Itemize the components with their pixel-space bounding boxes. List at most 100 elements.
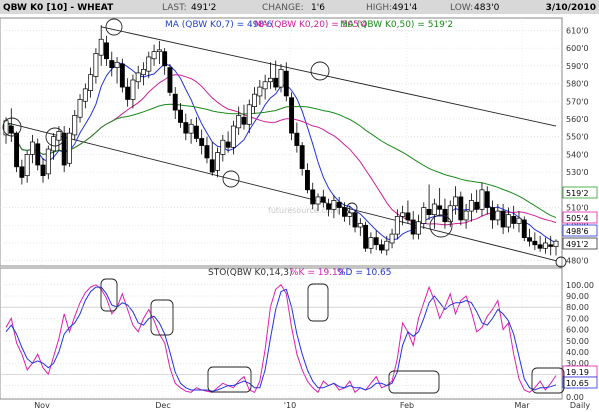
candle	[167, 64, 173, 96]
price-tick-label: 480'0	[566, 257, 589, 266]
candle	[230, 120, 236, 155]
x-label-jan: '10	[284, 401, 296, 410]
candle-body	[294, 132, 300, 146]
candle	[114, 56, 120, 84]
candle-body	[72, 115, 78, 136]
candle-body	[357, 223, 363, 228]
x-label-dec: Dec	[155, 401, 170, 410]
candle-body	[431, 203, 437, 215]
candle-body	[283, 70, 289, 97]
candle-body	[172, 93, 178, 111]
candle-body	[14, 132, 20, 168]
sto-tick-label: 0.00	[566, 393, 584, 402]
candle	[289, 92, 295, 141]
candle	[490, 200, 495, 229]
candle-body	[527, 237, 533, 242]
candle	[548, 235, 554, 256]
candle-body	[156, 49, 162, 53]
candle-body	[225, 141, 231, 148]
candle-body	[146, 56, 152, 72]
sto-tick-label: 60.00	[566, 326, 589, 335]
ma-legend-20: MA (QBW K0,20) = 505'4	[254, 20, 367, 30]
sto-legend-k: %K = 19.19	[290, 268, 344, 278]
candle	[431, 198, 437, 229]
x-label-mar: Mar	[514, 401, 530, 410]
candle-body	[447, 205, 453, 223]
candle	[521, 216, 527, 242]
sto-tick-label: 70.00	[566, 314, 589, 323]
candle	[119, 58, 125, 93]
candle-body	[56, 131, 62, 141]
candle	[225, 131, 231, 153]
candle-body	[336, 201, 342, 208]
candle	[215, 147, 220, 178]
sto-badge: 19.19	[562, 365, 598, 378]
candle	[405, 200, 411, 224]
candle	[262, 74, 268, 100]
price-tick-label: 510'0	[566, 204, 589, 213]
candle	[77, 94, 83, 123]
candle	[93, 48, 99, 84]
annotation-circle	[105, 18, 123, 36]
candle	[458, 191, 464, 226]
candle-body	[35, 143, 41, 166]
candle	[257, 80, 263, 105]
sto-tick-label: 80.00	[566, 303, 589, 312]
candle-body	[98, 38, 104, 56]
candle-body	[426, 208, 432, 215]
candle-body	[215, 152, 220, 171]
candle	[447, 200, 453, 228]
annotation-box	[207, 366, 252, 393]
price-badge-label: 491'2	[566, 240, 589, 249]
annotation-circle	[555, 256, 567, 268]
annotation-circle	[310, 61, 330, 81]
candle-body	[490, 207, 495, 221]
annotation-box	[150, 299, 174, 336]
candle	[135, 65, 141, 89]
candle-body	[299, 145, 305, 169]
candle-body	[183, 122, 189, 134]
candle-body	[410, 219, 416, 235]
x-label-nov: Nov	[34, 401, 50, 410]
candle-body	[505, 214, 511, 228]
x-label-daily: Daily	[570, 401, 591, 410]
candle	[363, 221, 369, 252]
x-axis: Nov Dec '10 Feb Mar Daily	[34, 401, 590, 410]
sto-tick-label: 50.00	[566, 337, 589, 346]
candle	[19, 159, 25, 185]
sto-tick-label: 40.00	[566, 348, 589, 357]
candle-body	[162, 51, 168, 67]
candle	[109, 51, 115, 77]
candle	[320, 189, 326, 208]
candle-body	[352, 212, 358, 228]
candle	[527, 228, 533, 247]
header-symbol: QBW K0 [10] - WHEAT	[3, 3, 114, 13]
candle	[505, 207, 511, 233]
candle-body	[252, 93, 258, 107]
header-date: 3/10/2010	[546, 3, 596, 13]
candle	[188, 118, 194, 144]
candle	[156, 41, 162, 65]
candle	[14, 131, 20, 173]
candle-body	[373, 237, 379, 246]
candle-body	[553, 240, 559, 247]
sto-line-d	[5, 286, 557, 392]
candle-body	[326, 203, 332, 210]
candle	[29, 134, 35, 164]
candle	[342, 202, 347, 222]
candle-body	[119, 63, 125, 88]
candle	[468, 193, 474, 222]
price-tick-label: 610'0	[566, 26, 589, 35]
price-tick-label: 600'0	[566, 44, 589, 53]
candle-body	[516, 217, 522, 224]
annotation-circle	[346, 202, 358, 214]
candle-body	[304, 169, 310, 191]
sto-legend-d: %D = 10.65	[337, 268, 392, 278]
candle	[357, 218, 363, 236]
price-axis: 610'0 600'0 590'0 580'0 570'0 560'0 550'0 540'0…	[562, 26, 598, 266]
sto-tick-label: 100.00	[566, 281, 594, 290]
sto-line-k	[5, 284, 557, 394]
annotation-box	[531, 367, 565, 394]
candle-body	[453, 196, 458, 207]
candle-body	[151, 51, 157, 60]
